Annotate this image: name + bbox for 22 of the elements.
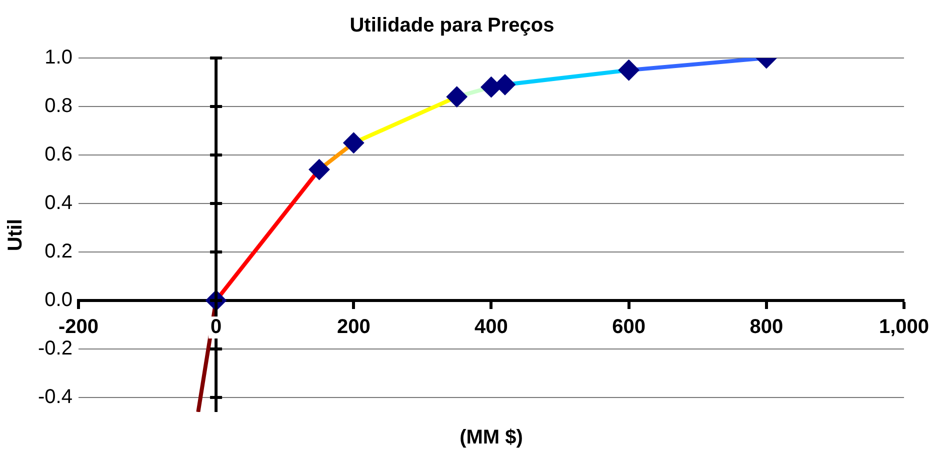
y-tick-label: 0.0 <box>44 288 72 311</box>
point <box>446 86 468 108</box>
x-tick-label: 200 <box>336 316 370 338</box>
y-tick-label: 0.6 <box>44 144 72 166</box>
x-tick-label: 800 <box>750 316 784 338</box>
y-tick-label: 1.0 <box>44 46 72 69</box>
x-tick-label: 0 <box>210 316 222 338</box>
x-axis-title: (MM $) <box>460 426 523 449</box>
y-tick-label: -0.4 <box>38 386 72 408</box>
x-tick-label: 1,000 <box>878 316 930 338</box>
x-tick-label: -200 <box>58 316 98 338</box>
y-tick-label: 0.4 <box>44 192 72 214</box>
chart-title: Utilidade para Preços <box>350 14 554 37</box>
point <box>343 132 364 154</box>
y-tick-label: 0.8 <box>44 95 72 118</box>
y-tick-label: 0.2 <box>44 240 72 262</box>
y-axis-title: Util <box>4 218 27 252</box>
x-tick-label: 600 <box>612 316 646 338</box>
point <box>618 60 640 81</box>
x-tick-label: 400 <box>474 316 508 338</box>
point <box>308 159 330 180</box>
y-tick-label: -0.2 <box>38 337 72 360</box>
